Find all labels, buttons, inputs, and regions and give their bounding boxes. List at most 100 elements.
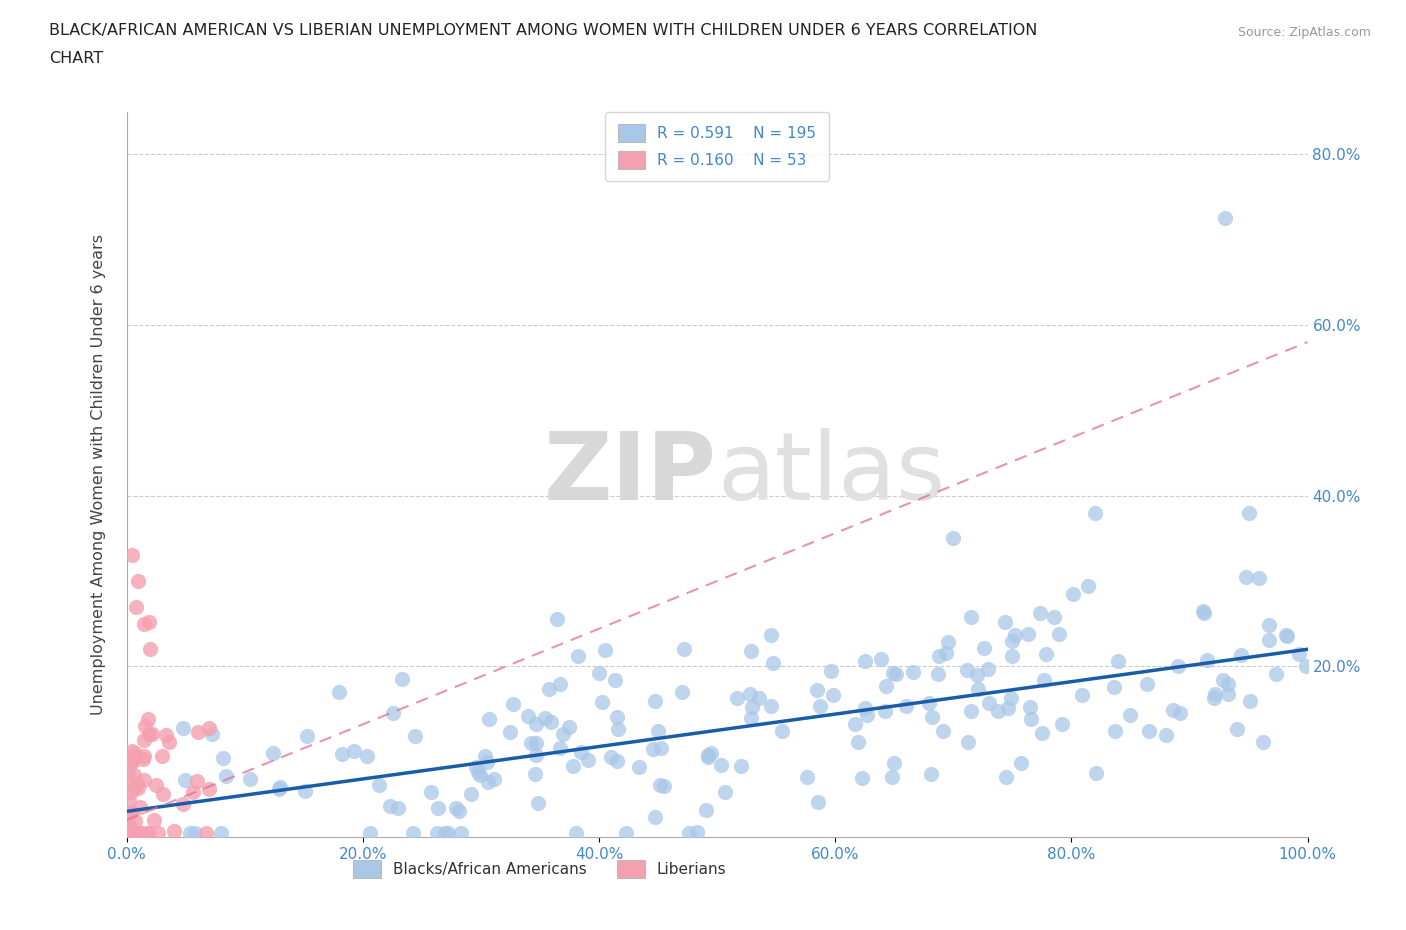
Point [614, 825, 637, 840]
Point [1213, 211, 1236, 226]
Point [806, 683, 828, 698]
Point [141, 727, 163, 742]
Point [136, 825, 159, 840]
Point [478, 711, 501, 726]
Point [380, 799, 402, 814]
Point [591, 695, 613, 710]
Point [124, 750, 146, 764]
Point [588, 666, 610, 681]
Point [267, 781, 290, 796]
Point [627, 760, 650, 775]
Point [402, 825, 425, 840]
Point [187, 724, 209, 739]
Point [121, 755, 143, 770]
Point [195, 825, 218, 840]
Point [120, 804, 142, 819]
Point [464, 760, 486, 775]
Point [136, 825, 159, 840]
Point [1237, 505, 1260, 520]
Point [212, 751, 235, 765]
Point [855, 708, 877, 723]
Point [124, 825, 146, 840]
Point [117, 806, 139, 821]
Point [460, 786, 482, 801]
Point [1084, 505, 1107, 520]
Point [132, 733, 155, 748]
Point [356, 749, 378, 764]
Point [382, 706, 405, 721]
Point [134, 617, 156, 631]
Point [470, 767, 492, 782]
Point [740, 644, 762, 658]
Point [537, 682, 560, 697]
Point [449, 804, 471, 818]
Point [1202, 690, 1225, 705]
Point [172, 797, 194, 812]
Point [710, 757, 733, 772]
Point [1019, 711, 1042, 726]
Point [1077, 579, 1099, 594]
Point [770, 724, 793, 738]
Point [124, 746, 146, 761]
Point [1031, 726, 1053, 741]
Point [1163, 703, 1185, 718]
Point [138, 615, 160, 630]
Point [603, 672, 626, 687]
Point [450, 825, 472, 840]
Point [1226, 722, 1249, 737]
Point [134, 719, 156, 734]
Point [1052, 716, 1074, 731]
Point [294, 784, 316, 799]
Point [1035, 646, 1057, 661]
Point [1062, 587, 1084, 602]
Point [1197, 653, 1219, 668]
Point [1017, 627, 1039, 642]
Point [548, 741, 571, 756]
Point [145, 778, 167, 793]
Point [1137, 724, 1160, 739]
Point [686, 824, 709, 839]
Point [174, 773, 197, 788]
Point [129, 825, 152, 840]
Point [935, 645, 957, 660]
Point [1018, 699, 1040, 714]
Point [391, 671, 413, 686]
Point [853, 701, 876, 716]
Point [269, 779, 291, 794]
Point [959, 609, 981, 624]
Point [741, 699, 763, 714]
Point [1032, 672, 1054, 687]
Point [1204, 686, 1226, 701]
Point [644, 809, 666, 824]
Point [565, 825, 588, 840]
Point [467, 764, 489, 779]
Point [125, 599, 148, 614]
Point [977, 696, 1000, 711]
Point [1107, 653, 1129, 668]
Point [561, 759, 583, 774]
Point [120, 825, 142, 840]
Point [239, 772, 262, 787]
Point [1230, 648, 1253, 663]
Point [725, 691, 748, 706]
Point [873, 704, 896, 719]
Point [1216, 676, 1239, 691]
Point [936, 634, 959, 649]
Point [124, 779, 146, 794]
Point [1010, 756, 1032, 771]
Point [821, 688, 844, 703]
Point [1295, 658, 1317, 673]
Point [387, 801, 409, 816]
Text: CHART: CHART [49, 51, 103, 66]
Point [1104, 724, 1126, 738]
Point [761, 698, 783, 713]
Point [870, 652, 893, 667]
Point [118, 825, 141, 840]
Point [820, 664, 842, 679]
Point [181, 785, 204, 800]
Point [987, 704, 1010, 719]
Point [844, 716, 866, 731]
Point [920, 766, 942, 781]
Point [1212, 672, 1234, 687]
Point [917, 696, 939, 711]
